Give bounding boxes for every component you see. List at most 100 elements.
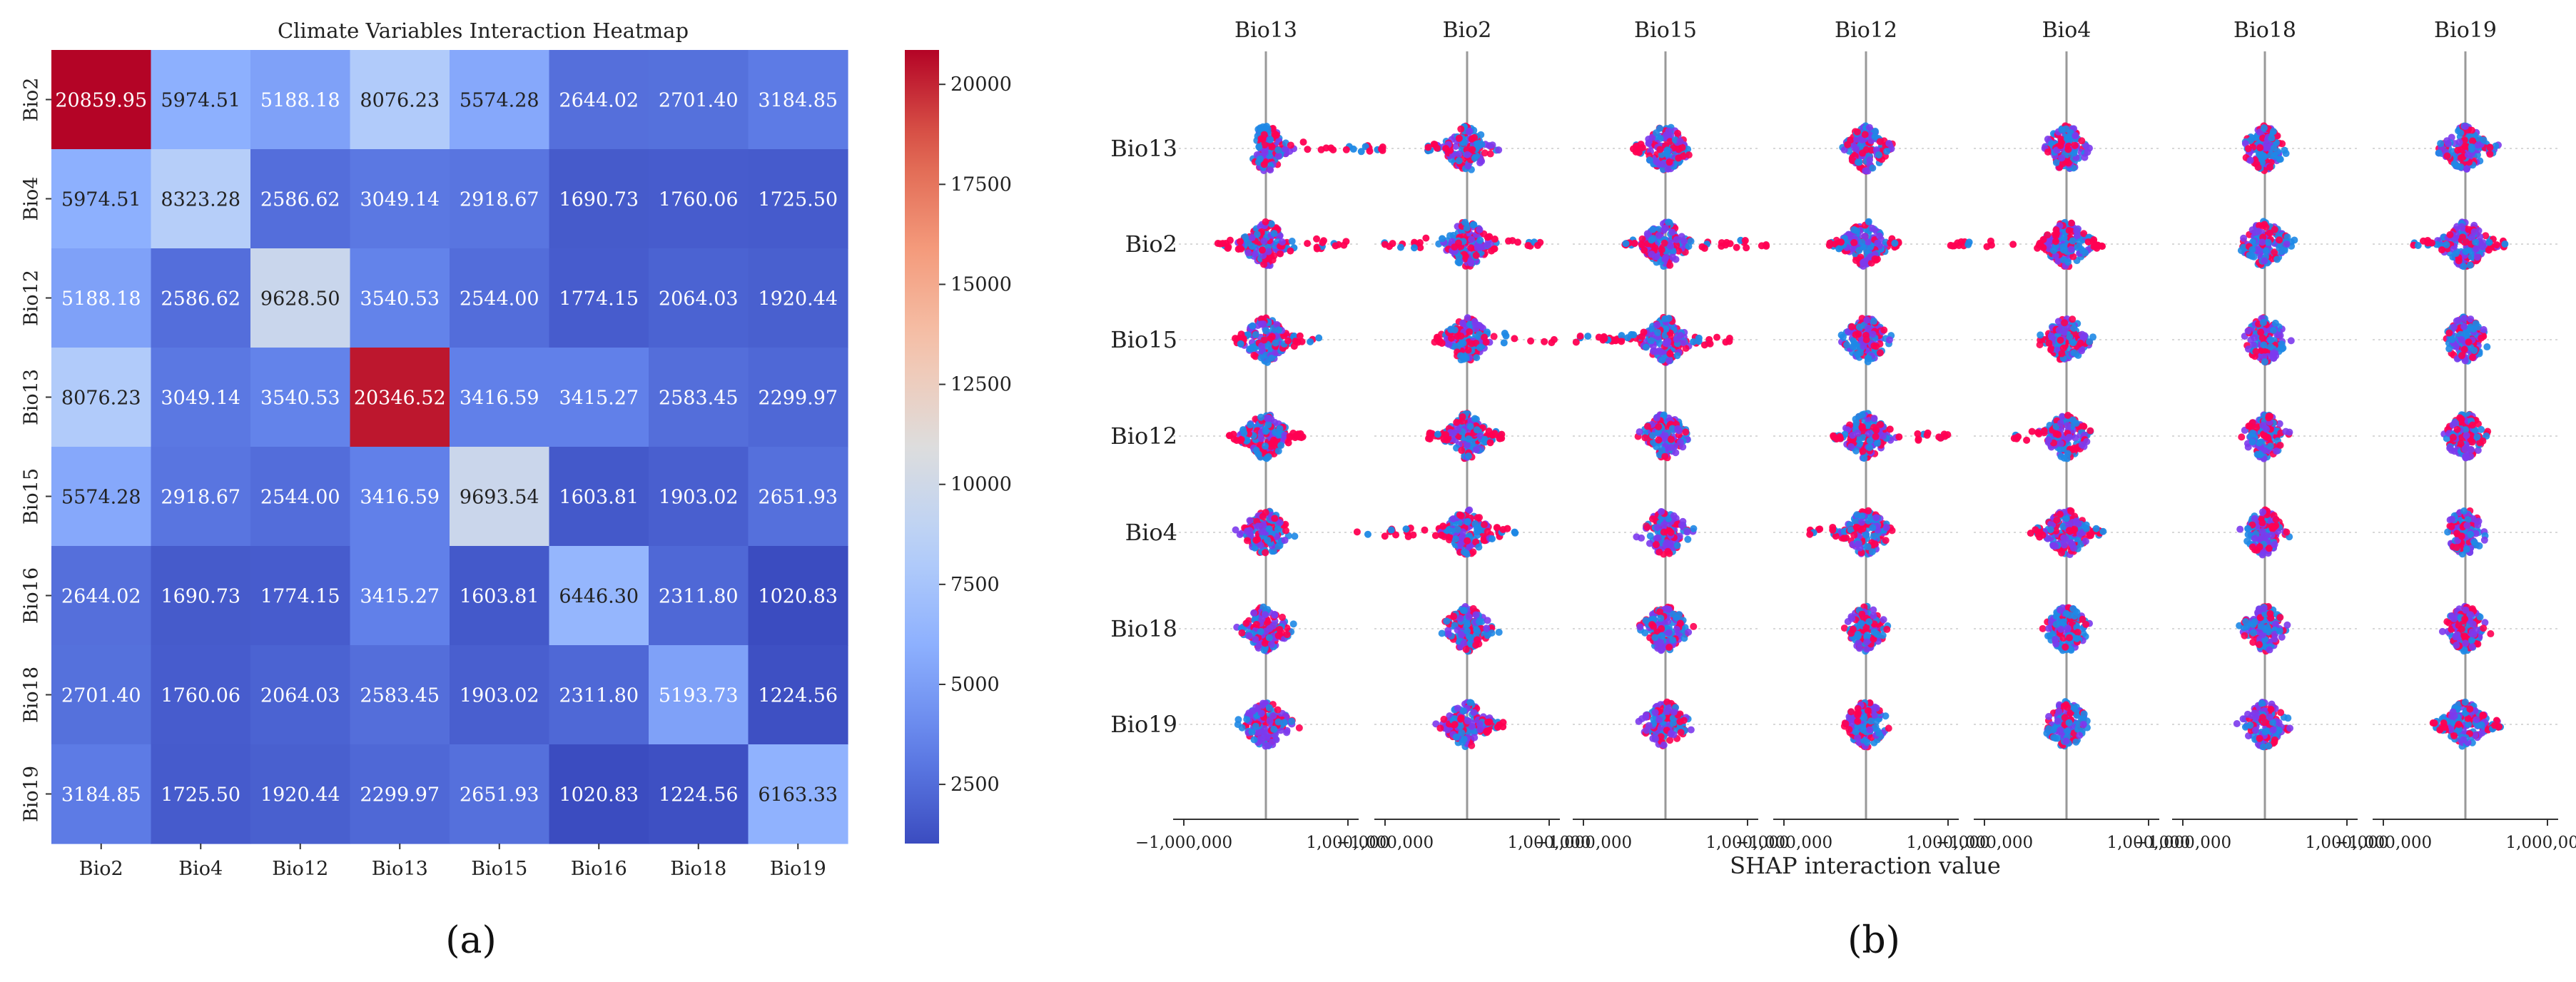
shap-point: [1852, 136, 1860, 143]
shap-point: [2064, 450, 2072, 457]
shap-point: [1855, 246, 1863, 254]
heatmap-cell: [549, 248, 649, 348]
heatmap-row-label: Bio18: [21, 667, 43, 723]
shap-point: [1665, 158, 1673, 166]
shap-point: [1645, 135, 1653, 143]
shap-point: [2255, 150, 2263, 158]
shap-point: [1640, 328, 1648, 336]
heatmap-col-label: Bio19: [770, 858, 826, 880]
shap-point: [2282, 427, 2290, 435]
shap-point: [1673, 241, 1680, 249]
shap-point: [1508, 237, 1516, 245]
shap-point: [1871, 255, 1879, 263]
shap-point: [2260, 124, 2268, 132]
shap-point: [2094, 241, 2101, 249]
shap-point: [1259, 252, 1267, 260]
shap-point: [2474, 141, 2482, 149]
shap-point: [1491, 430, 1499, 437]
heatmap-cell: [649, 744, 749, 844]
shap-point: [1264, 537, 1272, 545]
shap-point: [1642, 343, 1650, 351]
shap-beeswarm: [1425, 410, 1506, 462]
heatmap-col-label: Bio18: [670, 858, 726, 880]
shap-point: [1237, 437, 1244, 445]
heatmap-cell: [51, 50, 152, 150]
shap-point: [2291, 236, 2298, 244]
shap-beeswarm: [2238, 411, 2293, 462]
shap-point: [1424, 143, 1432, 151]
shap-beeswarm: [2036, 315, 2097, 363]
shap-point: [2072, 132, 2079, 140]
shap-point: [2457, 163, 2465, 171]
shap-point: [2458, 335, 2465, 343]
shap-point: [2248, 252, 2256, 260]
shap-point: [2271, 248, 2278, 256]
shap-point: [1253, 231, 1261, 238]
shap-point: [1243, 537, 1251, 545]
shap-point: [1676, 137, 1684, 145]
shap-point: [2060, 233, 2068, 241]
heatmap-cell-label: 1725.50: [161, 784, 240, 806]
shap-point: [1679, 152, 1687, 160]
heatmap-cell: [549, 149, 649, 249]
heatmap-cell: [748, 248, 848, 348]
shap-point: [1675, 247, 1683, 255]
heatmap-cell-label: 3416.59: [360, 487, 440, 509]
shap-point: [1527, 337, 1535, 345]
shap-point: [2486, 151, 2494, 158]
shap-point: [2455, 257, 2463, 265]
shap-beeswarm: [1830, 410, 1952, 462]
shap-point: [1307, 338, 1314, 345]
shap-point: [2460, 263, 2468, 270]
shap-point: [2466, 261, 2474, 269]
shap-beeswarm: [1839, 122, 1896, 175]
shap-point: [2060, 246, 2068, 254]
shap-point: [2063, 135, 2071, 143]
shap-point: [1675, 146, 1683, 153]
shap-point: [2462, 248, 2470, 255]
colorbar-tick-label: 5000: [950, 674, 1000, 696]
shap-point: [2468, 421, 2476, 429]
shap-point: [1850, 239, 1858, 247]
heatmap-cell: [649, 248, 749, 348]
shap-point: [1453, 418, 1461, 426]
shap-point: [1455, 150, 1463, 158]
shap-point: [1500, 339, 1508, 347]
shap-point: [2082, 142, 2090, 150]
heatmap-cell: [250, 149, 351, 249]
shap-point: [1267, 355, 1275, 363]
shap-point: [1654, 329, 1662, 337]
heatmap-cell: [748, 149, 848, 249]
heatmap-cell-label: 3049.14: [360, 189, 440, 211]
shap-point: [1476, 236, 1484, 244]
shap-point: [1852, 330, 1860, 338]
shap-point: [2268, 134, 2276, 142]
shap-point: [2469, 137, 2477, 145]
shap-point: [2252, 348, 2260, 355]
shap-point: [1651, 253, 1659, 260]
shap-point: [1257, 124, 1264, 132]
shap-point: [2443, 152, 2451, 160]
heatmap-cell-label: 2311.80: [659, 586, 739, 608]
shap-point: [1357, 148, 1365, 156]
shap-point: [2078, 137, 2086, 145]
heatmap-cell: [151, 546, 251, 646]
shap-point: [2057, 142, 2064, 150]
shap-point: [2070, 349, 2078, 357]
shap-point: [1915, 436, 1922, 444]
shap-point: [1447, 334, 1455, 342]
heatmap-cell: [649, 50, 749, 150]
shap-point: [1622, 240, 1630, 248]
shap-point: [2435, 149, 2443, 157]
shap-point: [1864, 238, 1872, 246]
shap-point: [2059, 160, 2067, 168]
shap-point: [2259, 422, 2267, 430]
shap-point: [1533, 241, 1541, 249]
shap-point: [1272, 339, 1279, 347]
shap-point: [1847, 442, 1855, 450]
shap-point: [2414, 241, 2422, 249]
shap-point: [1313, 245, 1321, 253]
shap-point: [1484, 233, 1491, 241]
shap-point: [2450, 323, 2458, 331]
shap-point: [1265, 415, 1273, 422]
